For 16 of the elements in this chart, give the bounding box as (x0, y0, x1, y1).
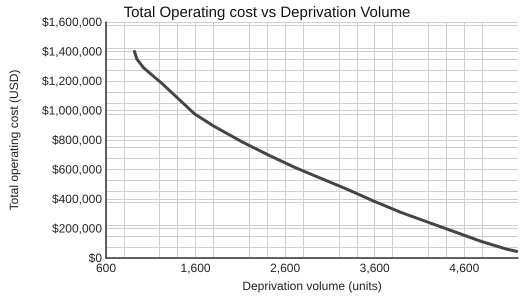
x-tick-label: 1,600 (180, 261, 211, 275)
x-tick-label: 4,600 (449, 261, 480, 275)
y-axis-title: Total operating cost (USD) (7, 70, 21, 210)
y-tick-label: $1,400,000 (42, 44, 102, 58)
line-series (132, 50, 518, 253)
y-tick-label: $400,000 (52, 192, 102, 206)
x-axis-title: Deprivation volume (units) (242, 279, 382, 293)
y-tick-label: $1,000,000 (42, 104, 102, 118)
y-tick-label: $600,000 (52, 162, 102, 176)
x-tick-label: 3,600 (360, 261, 390, 275)
x-tick-label: 2,600 (270, 261, 300, 275)
chart-title: Total Operating cost vs Deprivation Volume (124, 4, 410, 21)
y-tick-label: $1,600,000 (42, 15, 102, 29)
y-tick-label: $1,200,000 (42, 74, 102, 88)
y-tick-label: $200,000 (52, 222, 102, 236)
y-tick-label: $800,000 (52, 133, 102, 147)
